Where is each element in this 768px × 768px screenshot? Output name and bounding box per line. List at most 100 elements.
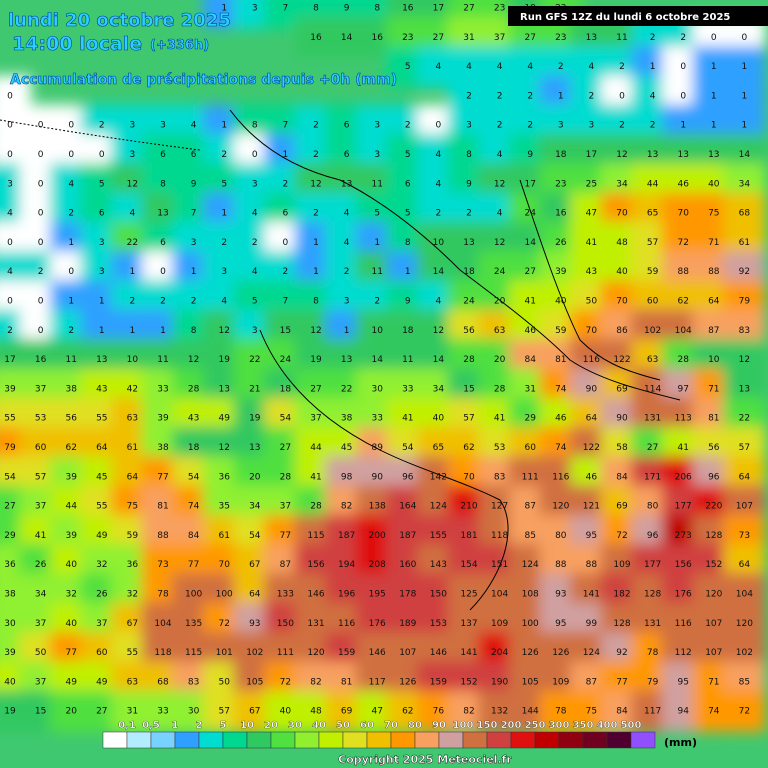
cell-value: 50 xyxy=(35,648,47,658)
cell-value: 31 xyxy=(127,707,138,717)
legend-swatch xyxy=(222,731,248,749)
legend-label: 70 xyxy=(384,720,398,731)
cell-value: 17 xyxy=(586,150,597,160)
cell-value: 79 xyxy=(4,443,16,453)
cell-value: 2 xyxy=(313,209,319,219)
cell-value: 88 xyxy=(555,560,567,570)
cell-value: 19 xyxy=(4,707,16,717)
cell-value: 0 xyxy=(38,150,44,160)
cell-value: 45 xyxy=(341,443,352,453)
cell-value: 37 xyxy=(310,414,321,424)
legend-unit: (mm) xyxy=(664,736,697,749)
cell-value: 200 xyxy=(369,531,386,541)
cell-value: 12 xyxy=(218,326,229,336)
cell-value: 4 xyxy=(436,179,442,189)
cell-value: 120 xyxy=(307,648,324,658)
cell-value: 1 xyxy=(221,4,227,14)
cell-value: 120 xyxy=(736,619,753,629)
cell-value: 2 xyxy=(313,150,319,160)
cell-value: 0 xyxy=(38,326,44,336)
legend-swatch xyxy=(486,731,512,749)
cell-value: 31 xyxy=(463,33,474,43)
cell-value: 15 xyxy=(463,384,474,394)
cell-value: 70 xyxy=(463,472,475,482)
cell-value: 57 xyxy=(739,443,750,453)
cell-value: 59 xyxy=(127,531,139,541)
cell-value: 93 xyxy=(555,590,566,600)
cell-value: 80 xyxy=(647,502,659,512)
cell-value: 26 xyxy=(555,238,567,248)
cell-value: 2 xyxy=(466,209,472,219)
cell-value: 28 xyxy=(280,472,292,482)
cell-value: 2 xyxy=(619,121,625,131)
cell-value: 2 xyxy=(7,326,13,336)
cell-value: 0 xyxy=(680,62,686,72)
cell-value: 5 xyxy=(221,179,227,189)
cell-value: 32 xyxy=(127,590,138,600)
cell-value: 4 xyxy=(497,150,503,160)
cell-value: 41 xyxy=(35,531,46,541)
cell-value: 2 xyxy=(160,297,166,307)
legend-swatch xyxy=(198,731,224,749)
cell-value: 74 xyxy=(555,384,567,394)
cell-value: 102 xyxy=(246,648,263,658)
cell-value: 12 xyxy=(310,326,321,336)
cell-value: 0 xyxy=(7,297,13,307)
cell-value: 37 xyxy=(35,619,46,629)
cell-value: 144 xyxy=(522,707,539,717)
cell-value: 2 xyxy=(252,238,258,248)
cell-value: 124 xyxy=(430,502,447,512)
cell-value: 104 xyxy=(154,619,171,629)
cell-value: 46 xyxy=(524,326,536,336)
cell-value: 12 xyxy=(616,150,627,160)
cell-value: 56 xyxy=(463,326,475,336)
legend-swatch xyxy=(630,731,656,749)
cell-value: 74 xyxy=(188,502,200,512)
cell-value: 8 xyxy=(313,297,319,307)
cell-value: 93 xyxy=(249,619,260,629)
cell-value: 196 xyxy=(338,590,355,600)
cell-value: 60 xyxy=(35,443,47,453)
cell-value: 43 xyxy=(188,414,199,424)
cell-value: 5 xyxy=(405,209,411,219)
cell-value: 45 xyxy=(96,472,107,482)
cell-value: 0 xyxy=(38,209,44,219)
cell-value: 6 xyxy=(344,121,350,131)
cell-value: 1 xyxy=(68,238,74,248)
cell-value: 39 xyxy=(4,648,16,658)
cell-value: 120 xyxy=(705,590,722,600)
cell-value: 54 xyxy=(188,472,200,482)
cell-value: 96 xyxy=(402,472,414,482)
cell-value: 22 xyxy=(739,414,750,424)
cell-value: 0 xyxy=(283,238,289,248)
cell-value: 1 xyxy=(405,267,411,277)
cell-value: 3 xyxy=(130,150,136,160)
cell-value: 37 xyxy=(35,677,46,687)
cell-value: 37 xyxy=(494,33,505,43)
cell-value: 72 xyxy=(677,238,688,248)
cell-value: 40 xyxy=(616,267,628,277)
cell-value: 88 xyxy=(708,267,720,277)
cell-value: 18 xyxy=(555,150,567,160)
cell-value: 1 xyxy=(130,267,136,277)
cell-value: 194 xyxy=(338,560,355,570)
cell-value: 40 xyxy=(65,560,77,570)
cell-value: 122 xyxy=(583,443,600,453)
cell-value: 97 xyxy=(677,384,688,394)
cell-value: 0 xyxy=(160,267,166,277)
cell-value: 98 xyxy=(341,472,353,482)
cell-value: 6 xyxy=(160,238,166,248)
legend-label: 20 xyxy=(264,720,278,731)
cell-value: 95 xyxy=(677,677,688,687)
cell-value: 89 xyxy=(371,443,383,453)
cell-value: 8 xyxy=(405,238,411,248)
cell-value: 208 xyxy=(369,560,386,570)
legend-label: 300 xyxy=(549,720,570,731)
cell-value: 126 xyxy=(522,648,539,658)
cell-value: 1 xyxy=(313,267,319,277)
cell-value: 0 xyxy=(742,33,748,43)
cell-value: 5 xyxy=(252,297,258,307)
cell-value: 1 xyxy=(344,326,350,336)
cell-value: 77 xyxy=(280,531,291,541)
